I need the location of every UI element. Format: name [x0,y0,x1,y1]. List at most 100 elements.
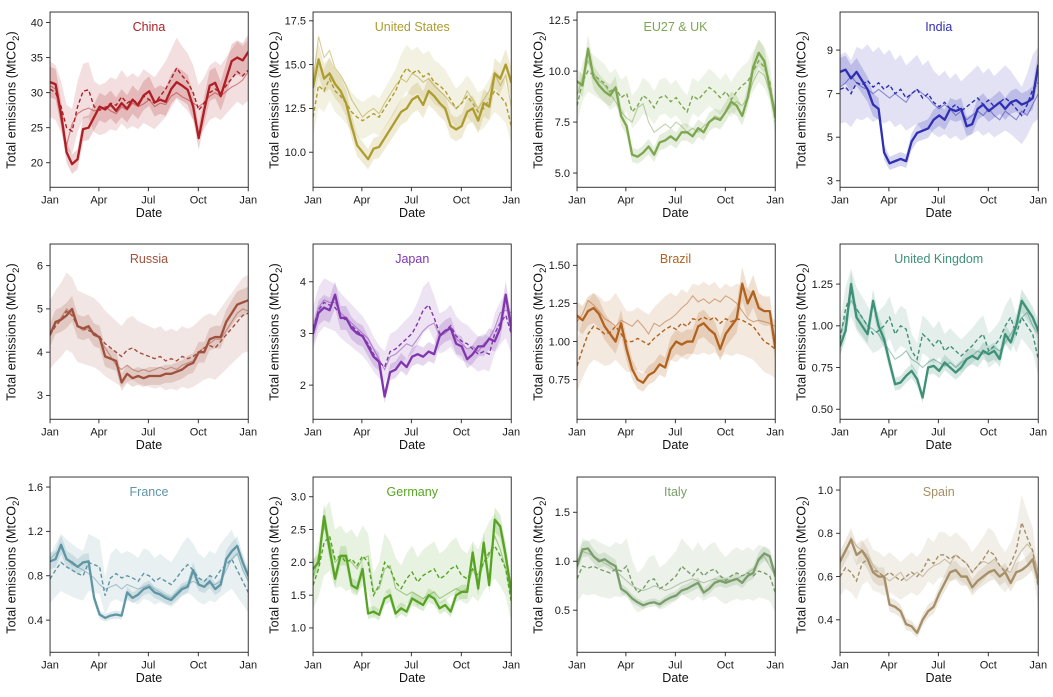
svg-text:3: 3 [300,329,306,341]
svg-text:5: 5 [827,132,833,144]
svg-text:1.0: 1.0 [817,484,832,496]
subplot-russia: 3 4 5 6 Jan Apr Jul Oct Jan Total emissions (MtC… [0,232,263,464]
svg-text:Jan: Jan [568,427,586,439]
svg-text:Jul: Jul [668,427,682,439]
subplot-title: Japan [395,252,430,267]
svg-text:Apr: Apr [354,659,371,671]
plot-area-france: 0.4 0.8 1.2 1.6 Jan Apr Jul Oct Jan [28,476,257,671]
svg-text:5: 5 [37,304,43,316]
y-axis-label: Total emissions (MtCO2) [530,495,549,634]
svg-text:Jan: Jan [831,427,849,439]
svg-text:Jan: Jan [239,194,257,206]
svg-text:Jan: Jan [304,194,322,206]
subplot-france: 0.4 0.8 1.2 1.6 Jan Apr Jul Oct Jan Total emissi… [0,465,263,697]
svg-text:Jan: Jan [1029,659,1047,671]
subplot-title: Brazil [659,252,692,267]
svg-text:35: 35 [31,52,43,64]
subplot-title: Russia [129,252,169,267]
svg-text:Jul: Jul [405,659,419,671]
svg-text:12.5: 12.5 [548,15,569,27]
plot-area-eu27-uk: 5.0 7.5 10.0 12.5 Jan Apr Jul Oct Jan [548,11,784,206]
subplot-united-states: 10.0 12.5 15.0 17.5 Jan Apr Jul Oct Jan Total em… [263,0,526,232]
svg-text:10.0: 10.0 [548,66,569,78]
subplot-germany: 1.0 1.5 2.0 2.5 3.0 Jan Apr Jul Oct Jan Total emi… [263,465,526,697]
subplot-title: India [925,20,953,34]
x-axis-label: Date [662,670,689,685]
svg-text:1.50: 1.50 [548,260,569,272]
svg-text:Oct: Oct [716,427,733,439]
svg-text:7.5: 7.5 [554,117,569,129]
plot-area-japan: 2 3 4 Jan Apr Jul Oct Jan [300,243,521,439]
svg-text:Oct: Oct [716,659,733,671]
plot-area-italy: 0.5 1.0 1.5 Jan Apr Jul Oct Jan [554,476,784,671]
svg-text:Jul: Jul [141,427,155,439]
svg-text:3.0: 3.0 [291,491,306,503]
svg-text:17.5: 17.5 [285,16,306,28]
svg-text:Oct: Oct [453,659,470,671]
svg-text:Jul: Jul [141,659,155,671]
y-axis-label: Total emissions (MtCO2) [4,263,22,402]
y-axis-label: Total emissions (MtCO2) [794,263,812,402]
subplot-title: France [129,484,169,499]
svg-text:Jan: Jan [1029,427,1047,439]
svg-text:Oct: Oct [716,194,733,206]
svg-text:Jan: Jan [831,194,849,206]
plot-area-india: 3 5 7 9 Jan Apr Jul Oct Jan [827,11,1047,206]
subplot-eu27-uk: 5.0 7.5 10.0 12.5 Jan Apr Jul Oct Jan Total emis… [527,0,790,232]
svg-text:Jan: Jan [239,427,257,439]
svg-text:0.75: 0.75 [548,375,569,387]
subplot-brazil: 0.75 1.00 1.25 1.50 Jan Apr Jul Oct Jan Total em… [527,232,790,464]
y-axis-label: Total emissions (MtCO2) [794,495,812,634]
svg-text:Jul: Jul [405,427,419,439]
svg-text:Apr: Apr [880,427,897,439]
svg-text:1.00: 1.00 [548,337,569,349]
svg-text:1.25: 1.25 [811,279,832,291]
svg-text:9: 9 [827,45,833,57]
svg-text:2: 2 [300,380,306,392]
svg-text:15.0: 15.0 [285,59,306,71]
svg-text:0.4: 0.4 [817,614,832,626]
subplot-title: Germany [386,484,438,499]
svg-text:Jan: Jan [503,427,521,439]
subplot-title: Spain [922,484,955,499]
svg-text:0.6: 0.6 [817,571,832,583]
svg-text:Jan: Jan [503,194,521,206]
svg-text:Oct: Oct [190,194,207,206]
subplot-title: China [132,20,166,34]
x-axis-label: Date [135,670,163,685]
svg-text:Apr: Apr [880,659,897,671]
svg-text:0.50: 0.50 [811,404,832,416]
svg-text:Jul: Jul [931,659,945,671]
svg-text:Jul: Jul [405,194,419,206]
svg-text:Apr: Apr [617,659,634,671]
y-axis-label: Total emissions (MtCO2) [530,31,549,169]
svg-text:Apr: Apr [617,427,634,439]
svg-text:4: 4 [300,277,306,289]
svg-text:Apr: Apr [90,659,107,671]
svg-text:Jan: Jan [239,659,257,671]
svg-text:1.25: 1.25 [548,299,569,311]
x-axis-label: Date [925,438,952,453]
svg-text:Jul: Jul [141,194,155,206]
subplot-spain: 0.4 0.6 0.8 1.0 Jan Apr Jul Oct Jan Total emissi… [790,465,1053,697]
svg-text:0.4: 0.4 [28,615,43,627]
svg-text:1.0: 1.0 [554,556,569,568]
svg-text:Apr: Apr [354,427,371,439]
svg-text:Oct: Oct [453,194,470,206]
svg-text:1.2: 1.2 [28,526,43,538]
y-axis-label: Total emissions (MtCO2) [794,31,812,169]
svg-text:Oct: Oct [979,427,996,439]
svg-text:Jan: Jan [568,659,586,671]
svg-text:Jul: Jul [668,194,682,206]
subplot-india: 3 5 7 9 Jan Apr Jul Oct Jan Total emissions (MtC… [790,0,1053,232]
svg-text:Oct: Oct [190,659,207,671]
plot-area-china: 20 25 30 35 40 Jan Apr Jul Oct Jan [31,11,257,206]
svg-text:25: 25 [31,122,43,134]
y-axis-label: Total emissions (MtCO2) [267,263,286,402]
svg-text:Jan: Jan [41,427,59,439]
x-axis-label: Date [662,206,689,220]
svg-text:Apr: Apr [617,194,634,206]
svg-text:Jul: Jul [931,194,945,206]
svg-text:10.0: 10.0 [285,147,306,159]
